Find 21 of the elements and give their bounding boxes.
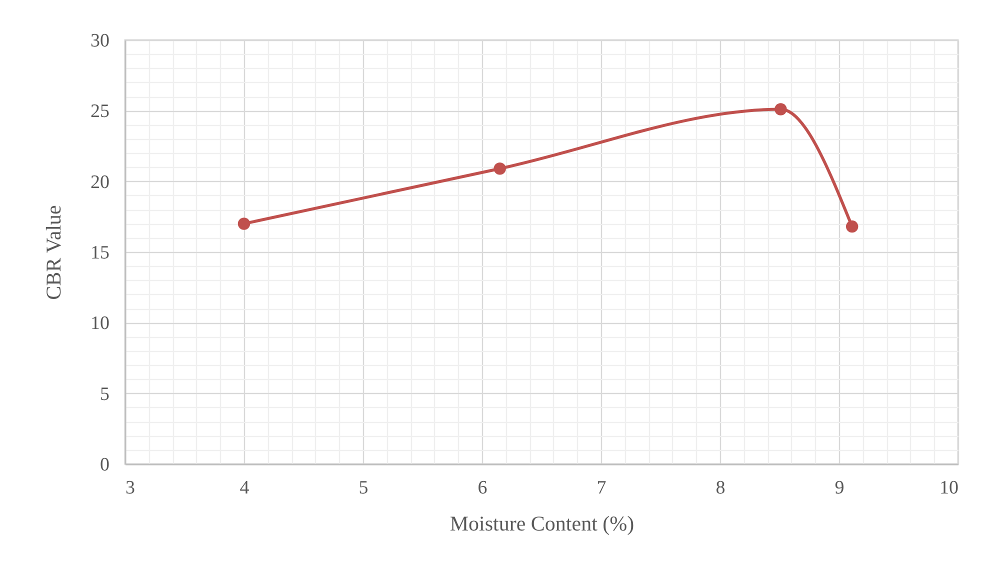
x-tick-label: 6: [478, 478, 488, 498]
point: [238, 218, 250, 230]
x-axis-title: Moisture Content (%): [450, 512, 634, 536]
x-tick-label: 7: [596, 478, 606, 498]
point: [494, 162, 506, 175]
x-tick-label: 8: [716, 478, 726, 498]
y-tick-label: 20: [90, 172, 110, 193]
y-tick-label: 30: [90, 30, 110, 52]
x-tick-label: 5: [358, 478, 368, 498]
point: [774, 103, 787, 116]
x-tick-label: 3: [126, 478, 135, 498]
y-tick-label: 0: [100, 454, 110, 476]
x-tick-label: 9: [834, 478, 844, 498]
y-tick-label: 5: [100, 384, 110, 405]
y-tick-label: 25: [90, 101, 110, 122]
y-tick-label: 10: [90, 313, 110, 334]
point: [846, 220, 858, 233]
x-tick-label: 4: [240, 478, 250, 498]
x-tick-label: 10: [940, 478, 958, 498]
y-tick-label: 15: [90, 242, 110, 264]
y-axis-title: CBR Value: [42, 205, 66, 300]
